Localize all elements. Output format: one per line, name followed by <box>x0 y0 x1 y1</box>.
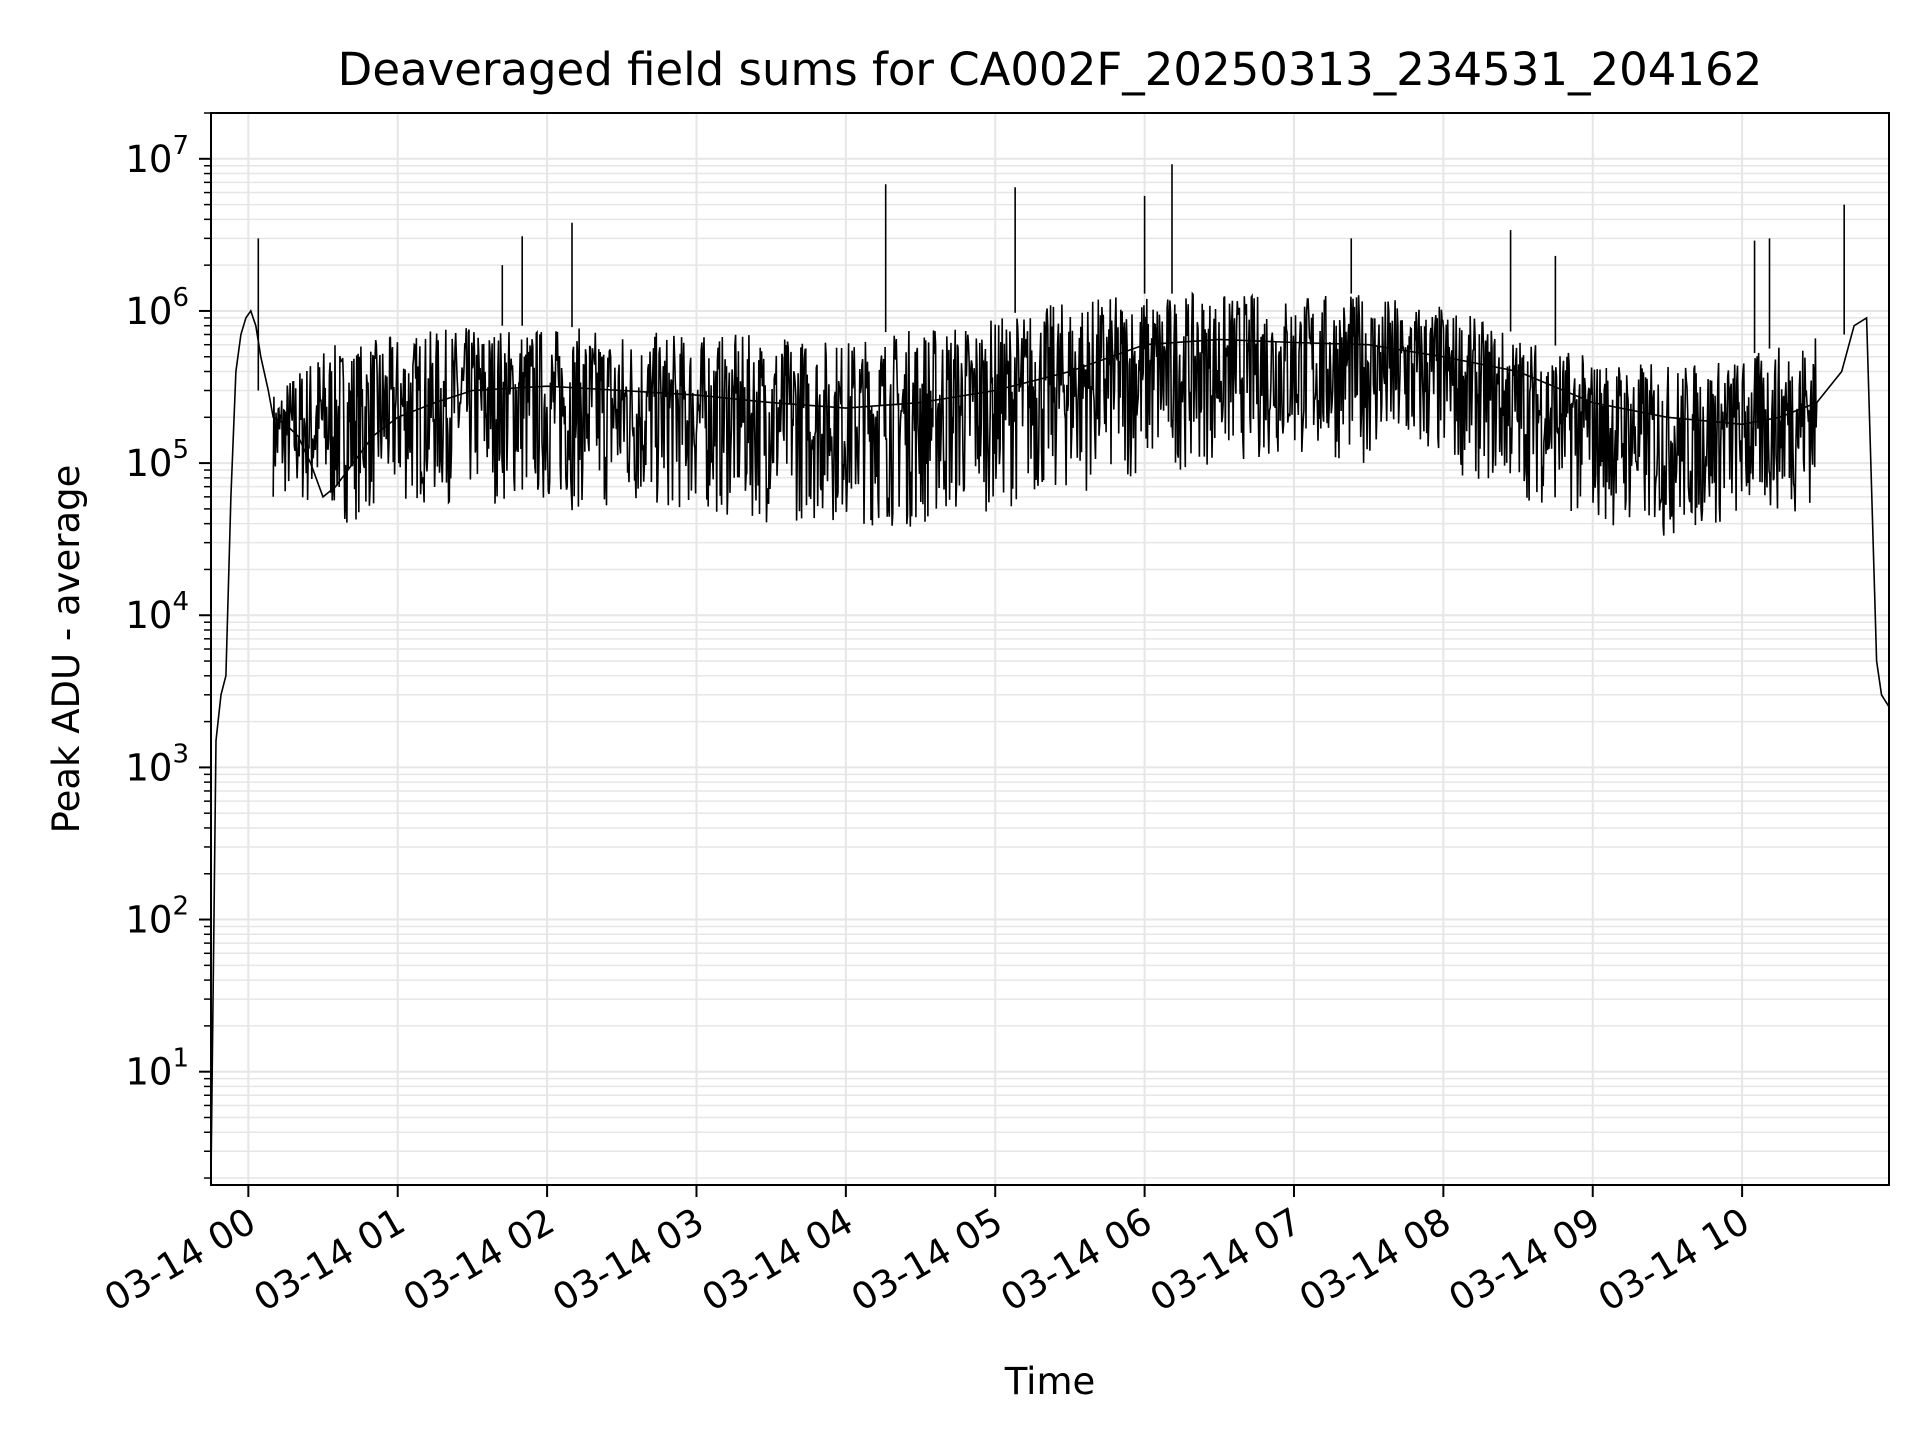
y-tick-base: 10 <box>125 594 172 637</box>
y-tick-base: 10 <box>125 899 172 942</box>
x-tick-label: 03-14 08 <box>1292 1200 1458 1320</box>
grid <box>211 112 1889 1185</box>
y-tick-base: 10 <box>125 442 172 485</box>
y-tick-exponent: 1 <box>172 1044 189 1074</box>
x-tick-label: 03-14 00 <box>97 1200 263 1320</box>
x-tick-label: 03-14 04 <box>695 1200 861 1320</box>
series-line <box>210 309 1890 1179</box>
y-tick-label: 106 <box>125 283 189 333</box>
x-tick-label: 03-14 06 <box>994 1200 1160 1320</box>
y-tick-base: 10 <box>125 290 172 333</box>
x-tick-label: 03-14 09 <box>1442 1200 1608 1320</box>
y-tick-base: 10 <box>125 1051 172 1094</box>
y-tick-label: 104 <box>125 587 189 637</box>
x-tick-label: 03-14 02 <box>396 1200 562 1320</box>
y-tick-label: 103 <box>125 739 189 789</box>
chart-title: Deaveraged field sums for CA002F_2025031… <box>338 43 1763 96</box>
y-tick-base: 10 <box>125 746 172 789</box>
y-tick-base: 10 <box>125 138 172 181</box>
y-tick-label: 101 <box>125 1044 189 1094</box>
y-tick-exponent: 6 <box>172 283 189 313</box>
y-tick-exponent: 3 <box>172 739 189 769</box>
x-axis-label: Time <box>1004 1360 1096 1403</box>
y-tick-exponent: 7 <box>172 131 189 161</box>
y-tick-exponent: 5 <box>172 435 189 465</box>
y-tick-exponent: 4 <box>172 587 189 617</box>
x-tick-label: 03-14 03 <box>545 1200 711 1320</box>
y-axis-label: Peak ADU - average <box>45 465 88 834</box>
x-tick-label: 03-14 05 <box>844 1200 1010 1320</box>
series-band-line <box>272 291 1818 536</box>
y-tick-label: 102 <box>125 892 189 942</box>
x-tick-label: 03-14 07 <box>1143 1200 1309 1320</box>
y-tick-label: 105 <box>125 435 189 485</box>
y-tick-label: 107 <box>125 131 189 181</box>
x-tick-label: 03-14 01 <box>247 1200 413 1320</box>
y-tick-exponent: 2 <box>172 892 189 922</box>
plot-data <box>210 164 1890 1179</box>
x-tick-label: 03-14 10 <box>1591 1200 1757 1320</box>
